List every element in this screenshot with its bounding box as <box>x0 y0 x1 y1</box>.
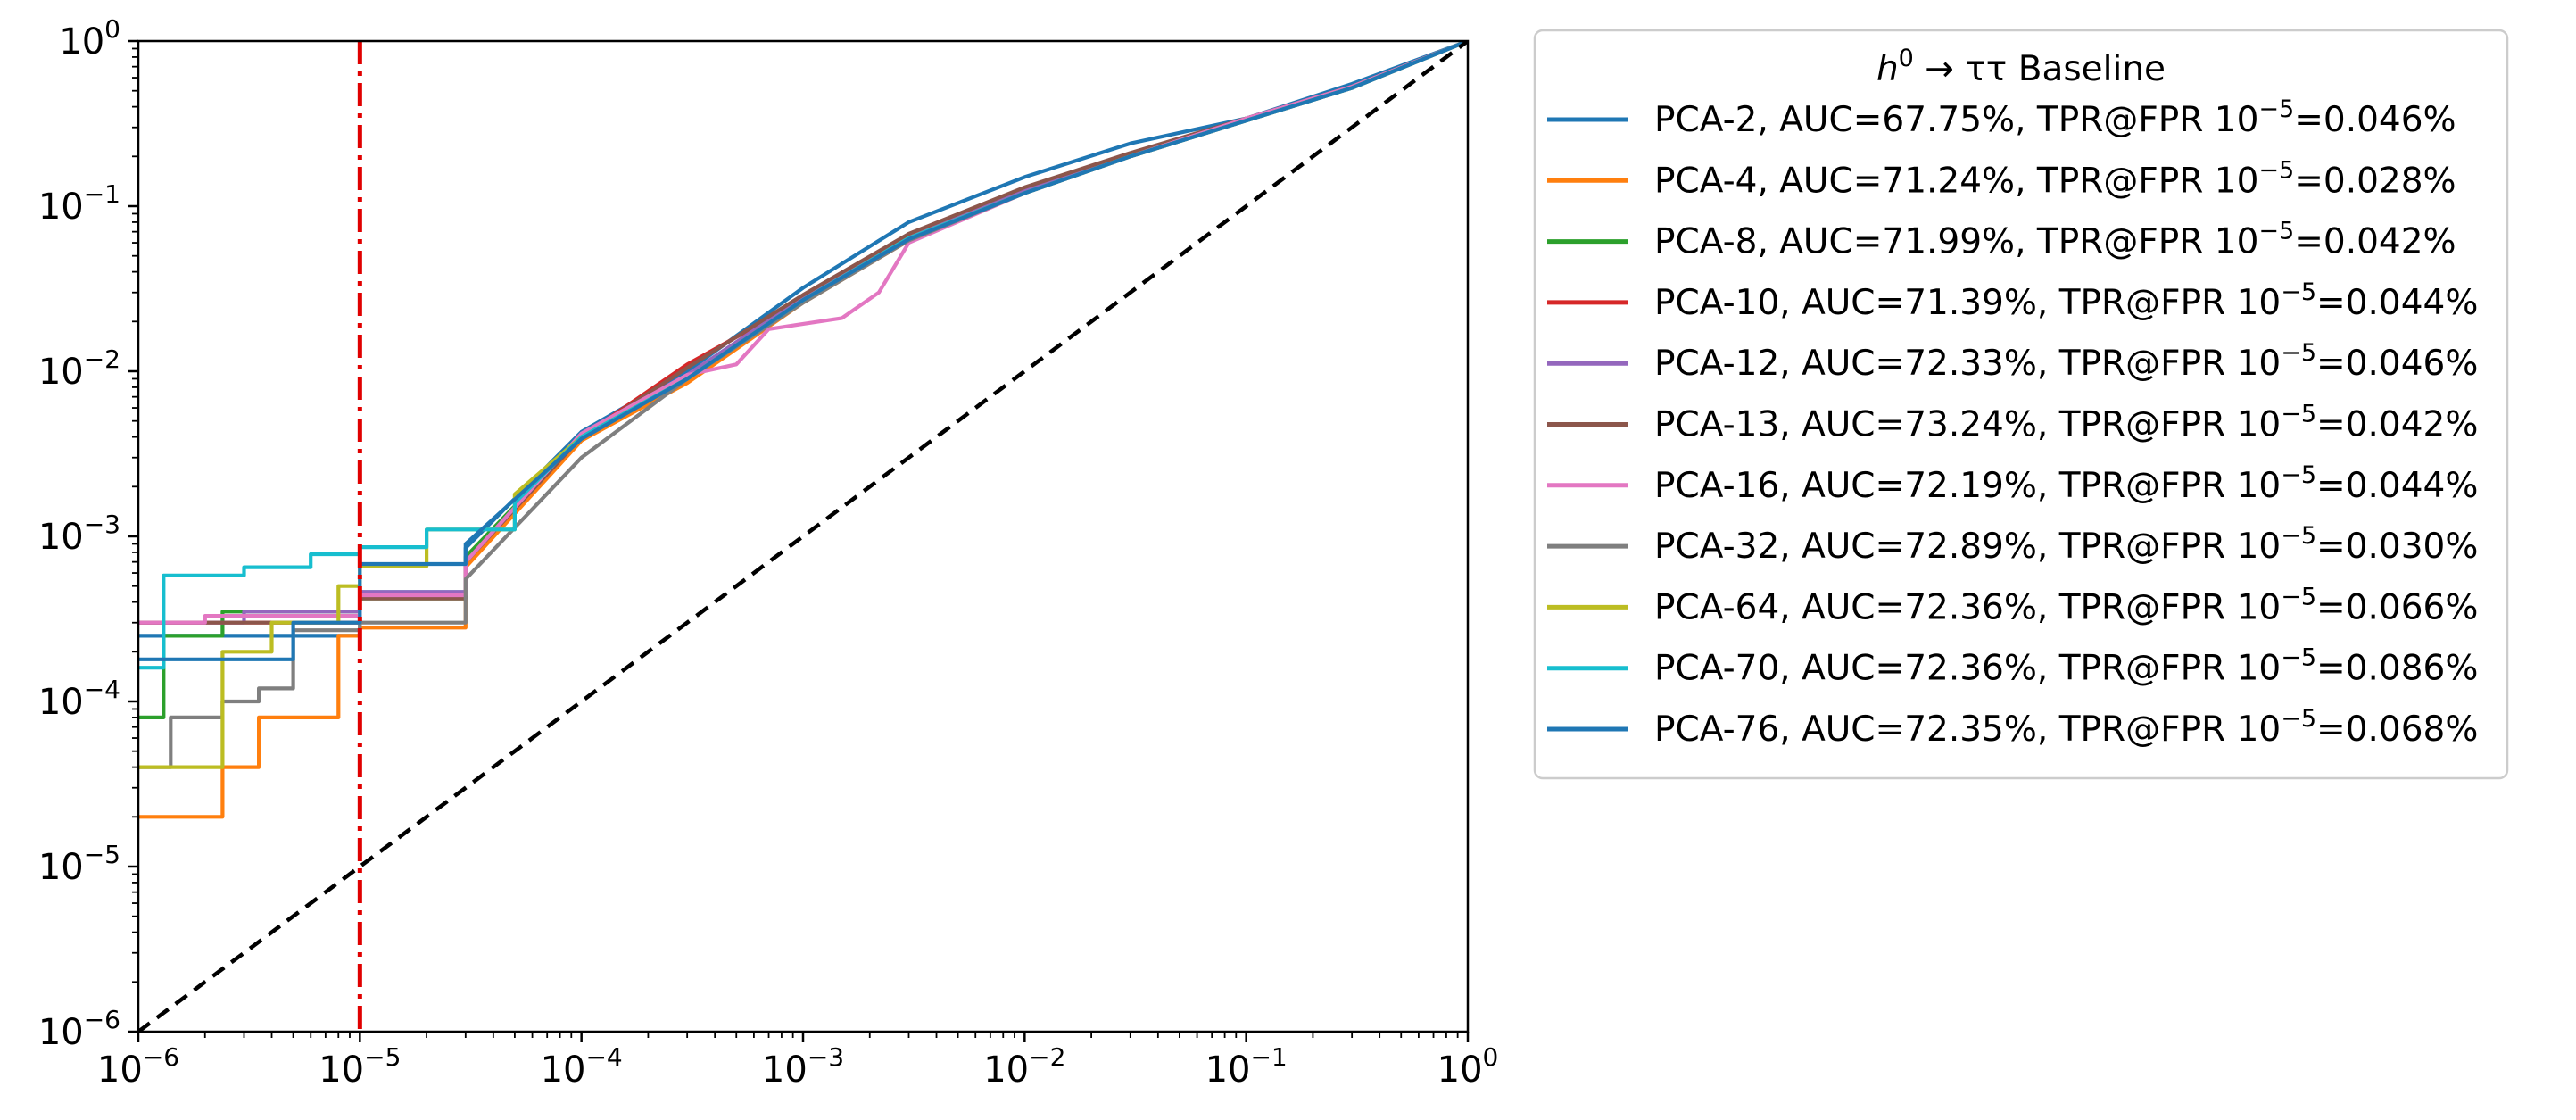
legend-entry-1: PCA-2, AUC=67.75%, TPR@FPR 10−5=0.046% <box>1654 95 2456 140</box>
roc-curve-7 <box>138 41 1468 625</box>
roc-curve-11 <box>138 41 1468 661</box>
x-tick-label: 100 <box>1437 1042 1499 1091</box>
random-classifier-diagonal <box>138 41 1468 1032</box>
legend-entry-3: PCA-8, AUC=71.99%, TPR@FPR 10−5=0.042% <box>1654 218 2456 262</box>
legend-entry-6: PCA-13, AUC=73.24%, TPR@FPR 10−5=0.042% <box>1654 401 2478 445</box>
legend-title: h0 → ττ Baseline <box>1876 45 2166 89</box>
y-tick-label: 10−2 <box>38 344 120 393</box>
roc-curve-5 <box>138 41 1468 625</box>
x-tick-label: 10−6 <box>97 1042 179 1091</box>
y-tick-label: 10−6 <box>38 1005 120 1053</box>
legend-entry-4: PCA-10, AUC=71.39%, TPR@FPR 10−5=0.044% <box>1654 278 2478 323</box>
y-tick-label: 10−5 <box>38 840 120 888</box>
legend: h0 → ττ Baseline PCA-2, AUC=67.75%, TPR@F… <box>1533 29 2509 780</box>
plot-area <box>138 41 1468 1032</box>
roc-curve-4 <box>138 41 1468 625</box>
legend-entry-5: PCA-12, AUC=72.33%, TPR@FPR 10−5=0.046% <box>1654 339 2478 384</box>
legend-entry-10: PCA-70, AUC=72.36%, TPR@FPR 10−5=0.086% <box>1654 644 2478 689</box>
roc-curve-1 <box>138 41 1468 638</box>
y-tick-label: 100 <box>59 14 120 62</box>
y-tick-label: 10−1 <box>38 179 120 228</box>
legend-entry-9: PCA-64, AUC=72.36%, TPR@FPR 10−5=0.066% <box>1654 583 2478 627</box>
y-tick-label: 10−3 <box>38 510 120 558</box>
x-tick-label: 10−3 <box>762 1042 844 1091</box>
legend-entry-7: PCA-16, AUC=72.19%, TPR@FPR 10−5=0.044% <box>1654 461 2478 506</box>
x-tick-label: 10−5 <box>319 1042 401 1091</box>
roc-curve-2 <box>138 41 1468 819</box>
axes-frame <box>137 39 1470 1033</box>
y-tick-label: 10−4 <box>38 675 120 723</box>
roc-curve-10 <box>138 41 1468 670</box>
roc-curve-6 <box>138 41 1468 625</box>
x-tick-label: 10−1 <box>1205 1042 1288 1091</box>
legend-entry-2: PCA-4, AUC=71.24%, TPR@FPR 10−5=0.028% <box>1654 156 2456 201</box>
legend-entry-8: PCA-32, AUC=72.89%, TPR@FPR 10−5=0.030% <box>1654 522 2478 567</box>
x-tick-label: 10−2 <box>983 1042 1065 1091</box>
legend-entry-11: PCA-76, AUC=72.35%, TPR@FPR 10−5=0.068% <box>1654 705 2478 750</box>
x-tick-label: 10−4 <box>541 1042 623 1091</box>
axes: 10−6 10−5 10−4 10−3 10−2 10−1 100 10−6 10−5 10−4 1… <box>38 14 1499 1091</box>
legend-box <box>1533 29 2509 780</box>
